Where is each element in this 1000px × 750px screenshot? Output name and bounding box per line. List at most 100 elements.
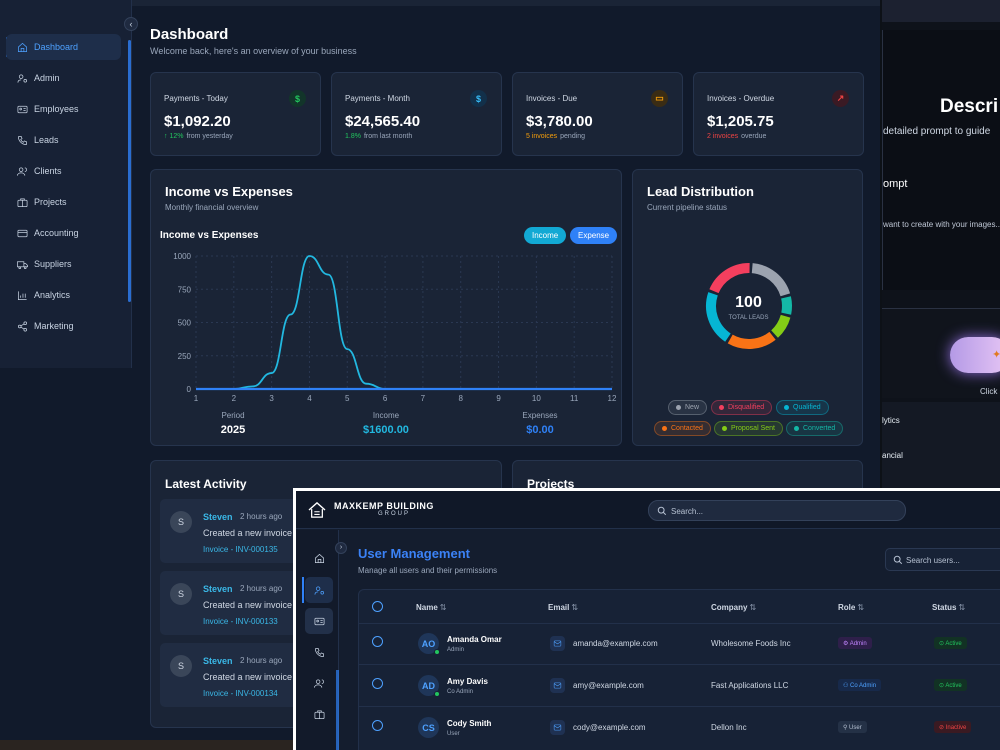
user-role: Co Admin — [447, 689, 474, 695]
donut-slice-qualified — [781, 296, 792, 315]
nav-admin[interactable] — [305, 577, 333, 603]
select-all-checkbox[interactable] — [372, 601, 383, 612]
sidebar-item-label: Analytics — [34, 290, 71, 300]
bar-chart-icon — [16, 289, 28, 301]
sidebar-item-analytics[interactable]: Analytics — [6, 282, 121, 308]
prompt-panel: Descri detailed prompt to guide ompt wan… — [882, 30, 1000, 290]
sort-icon: ⇅ — [571, 603, 579, 612]
total-leads-value: 100 — [735, 294, 762, 311]
activity-user[interactable]: Steven — [203, 512, 233, 522]
x-tick-label: 10 — [532, 394, 541, 403]
row-divider — [358, 664, 1000, 665]
legend-income[interactable]: Income — [524, 227, 567, 244]
income-label: Income — [372, 411, 400, 420]
phone-icon — [314, 647, 324, 657]
lead-tag-new[interactable]: New — [668, 400, 708, 415]
lead-tag-contacted[interactable]: Contacted — [654, 421, 711, 436]
user-name[interactable]: Amy Davis — [447, 677, 488, 686]
sidebar-scrollbar[interactable] — [336, 670, 339, 750]
sort-icon: ⇅ — [439, 603, 447, 612]
user-name[interactable]: Amanda Omar — [447, 635, 502, 644]
sidebar-item-admin[interactable]: Admin — [6, 65, 121, 91]
stat-value: $1,092.20 — [164, 113, 231, 130]
user-email[interactable]: amanda@example.com — [573, 639, 658, 648]
lead-tag-proposal-sent[interactable]: Proposal Sent — [714, 421, 783, 436]
x-tick-label: 1 — [194, 394, 199, 403]
lead-donut-chart — [706, 263, 792, 349]
sidebar-item-projects[interactable]: Projects — [6, 189, 121, 215]
online-indicator — [434, 691, 440, 697]
sidebar-item-employees[interactable]: Employees — [6, 96, 121, 122]
mail-icon — [550, 636, 565, 651]
desktop-strip — [0, 740, 293, 750]
menu-item-financial[interactable]: ancial — [882, 451, 903, 460]
column-header-company[interactable]: Company ⇅ — [711, 603, 756, 612]
row-checkbox[interactable] — [372, 678, 383, 689]
legend-dot — [719, 405, 724, 410]
expenses-label: Expenses — [522, 411, 558, 420]
card-title: Projects — [527, 477, 575, 491]
sidebar: Dashboard Admin Employees Leads Clients … — [0, 0, 132, 368]
sidebar-item-marketing[interactable]: Marketing — [6, 313, 121, 339]
column-header-email[interactable]: Email ⇅ — [548, 603, 578, 612]
nav-clients[interactable] — [305, 670, 333, 696]
income-expenses-card: Income vs Expenses Monthly financial ove… — [150, 169, 622, 446]
activity-link[interactable]: Invoice - INV-000135 — [203, 545, 278, 554]
activity-link[interactable]: Invoice - INV-000133 — [203, 617, 278, 626]
user-search[interactable] — [885, 548, 1000, 571]
legend-expense[interactable]: Expense — [570, 227, 618, 244]
period-value: 2025 — [220, 424, 246, 436]
sidebar-item-suppliers[interactable]: Suppliers — [6, 251, 121, 277]
column-header-status[interactable]: Status ⇅ — [932, 603, 965, 612]
dashboard-topbar — [132, 0, 880, 6]
mail-icon — [550, 678, 565, 693]
global-search[interactable] — [648, 500, 906, 521]
sidebar-item-accounting[interactable]: Accounting — [6, 220, 121, 246]
row-checkbox[interactable] — [372, 720, 383, 731]
stat-label: Payments - Month — [345, 94, 410, 103]
status-badge: ⊙ Active — [934, 679, 967, 691]
menu-item-analytics[interactable]: lytics — [882, 416, 900, 425]
user-email[interactable]: cody@example.com — [573, 723, 646, 732]
avatar: S — [170, 511, 192, 533]
generate-button[interactable]: ✦ — [950, 337, 1000, 373]
lead-tag-qualified[interactable]: Qualified — [776, 400, 829, 415]
sidebar-item-clients[interactable]: Clients — [6, 158, 121, 184]
prompt-placeholder[interactable]: want to create with your images... — [883, 220, 1000, 229]
nav-leads[interactable] — [305, 639, 333, 665]
background-menu: lytics ancial — [882, 402, 1000, 490]
user-name[interactable]: Cody Smith — [447, 719, 492, 728]
sidebar-scrollbar[interactable] — [128, 40, 131, 302]
activity-time: 2 hours ago — [240, 656, 283, 665]
user-email[interactable]: amy@example.com — [573, 681, 644, 690]
dollar-icon: $ — [470, 90, 487, 107]
activity-user[interactable]: Steven — [203, 584, 233, 594]
global-search-input[interactable] — [671, 504, 891, 518]
stat-card-payments-today: Payments - Today $1,092.20 ↑ 12% from yes… — [150, 72, 321, 156]
nav-home[interactable] — [305, 545, 333, 571]
sidebar-expand-button[interactable]: › — [335, 542, 347, 554]
nav-employees[interactable] — [305, 608, 333, 634]
stat-change: ↑ 12% — [164, 133, 184, 140]
x-tick-label: 3 — [269, 394, 274, 403]
activity-user[interactable]: Steven — [203, 656, 233, 666]
user-search-input[interactable] — [906, 554, 1000, 566]
activity-link[interactable]: Invoice - INV-000134 — [203, 689, 278, 698]
card-subtitle: Current pipeline status — [647, 203, 728, 212]
user-cog-icon — [16, 72, 28, 84]
sidebar-item-label: Marketing — [34, 321, 74, 331]
stat-value: $3,780.00 — [526, 113, 593, 130]
phone-icon — [16, 134, 28, 146]
lead-tag-converted[interactable]: Converted — [786, 421, 844, 436]
user-role: User — [447, 731, 460, 737]
income-value: $1600.00 — [363, 424, 409, 436]
sidebar-collapse-button[interactable]: ‹ — [124, 17, 138, 31]
lead-tag-disqualified[interactable]: Disqualified — [711, 400, 773, 415]
row-checkbox[interactable] — [372, 636, 383, 647]
lead-tag-label: New — [685, 404, 700, 411]
sidebar-item-leads[interactable]: Leads — [6, 127, 121, 153]
column-header-name[interactable]: Name ⇅ — [416, 603, 447, 612]
nav-projects[interactable] — [305, 701, 333, 727]
sidebar-item-dashboard[interactable]: Dashboard — [6, 34, 121, 60]
column-header-role[interactable]: Role ⇅ — [838, 603, 864, 612]
